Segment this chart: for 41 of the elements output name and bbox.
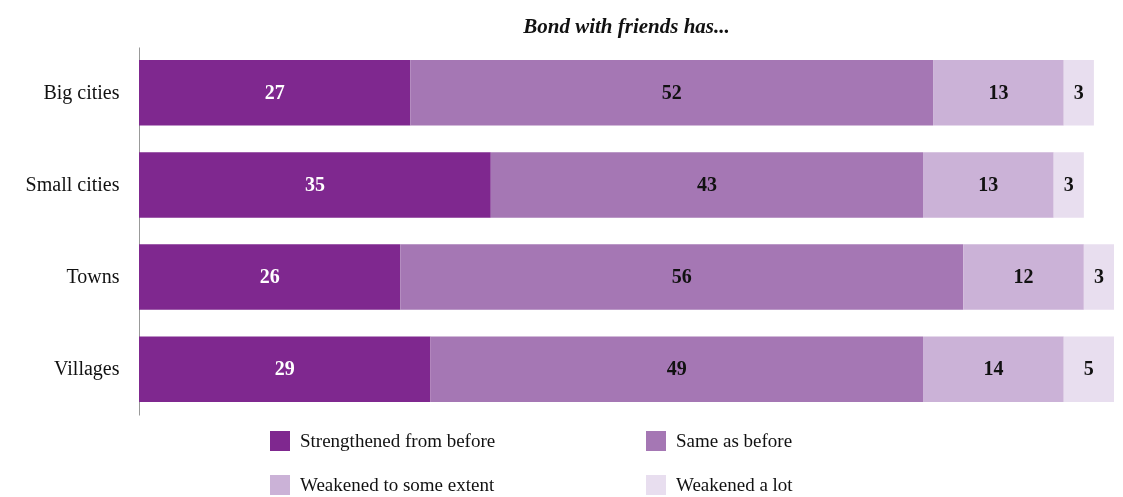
bar bbox=[139, 152, 491, 218]
data-label: 14 bbox=[983, 357, 1004, 380]
bar bbox=[1083, 244, 1114, 310]
legend-label: Weakened to some extent bbox=[300, 474, 495, 495]
data-label: 3 bbox=[1093, 265, 1104, 288]
bar bbox=[139, 59, 411, 126]
bar bbox=[1063, 59, 1094, 126]
bar bbox=[933, 59, 1064, 126]
y-tick-label: Towns bbox=[66, 265, 120, 288]
bar bbox=[923, 336, 1064, 403]
bar bbox=[490, 152, 924, 218]
data-label: 5 bbox=[1083, 357, 1094, 380]
bar bbox=[923, 152, 1054, 218]
data-label: 56 bbox=[671, 265, 692, 288]
y-tick-label: Big cities bbox=[43, 80, 120, 104]
legend-label: Strengthened from before bbox=[300, 430, 496, 451]
data-label: 43 bbox=[696, 172, 717, 195]
data-label: 26 bbox=[259, 265, 280, 288]
bar bbox=[1053, 152, 1084, 218]
data-label: 3 bbox=[1063, 172, 1074, 195]
bar bbox=[400, 244, 964, 310]
data-label: 13 bbox=[978, 172, 999, 195]
bar bbox=[963, 244, 1084, 310]
chart-title: Bond with friends has... bbox=[522, 14, 730, 38]
data-label: 27 bbox=[264, 80, 285, 103]
data-label: 3 bbox=[1073, 80, 1084, 103]
data-label: 52 bbox=[661, 80, 682, 103]
bar bbox=[139, 336, 431, 403]
bar bbox=[1063, 336, 1114, 403]
legend-label: Weakened a lot bbox=[676, 474, 794, 495]
y-tick-label: Small cities bbox=[25, 172, 120, 195]
legend-label: Same as before bbox=[676, 430, 793, 451]
bar bbox=[430, 336, 924, 403]
data-label: 12 bbox=[1013, 265, 1034, 288]
bar bbox=[410, 59, 934, 126]
data-label: 49 bbox=[666, 357, 687, 380]
y-tick-label: Villages bbox=[54, 357, 120, 381]
data-label: 29 bbox=[274, 357, 295, 380]
data-label: 35 bbox=[304, 172, 325, 195]
bar bbox=[139, 244, 401, 310]
data-label: 13 bbox=[988, 80, 1009, 103]
